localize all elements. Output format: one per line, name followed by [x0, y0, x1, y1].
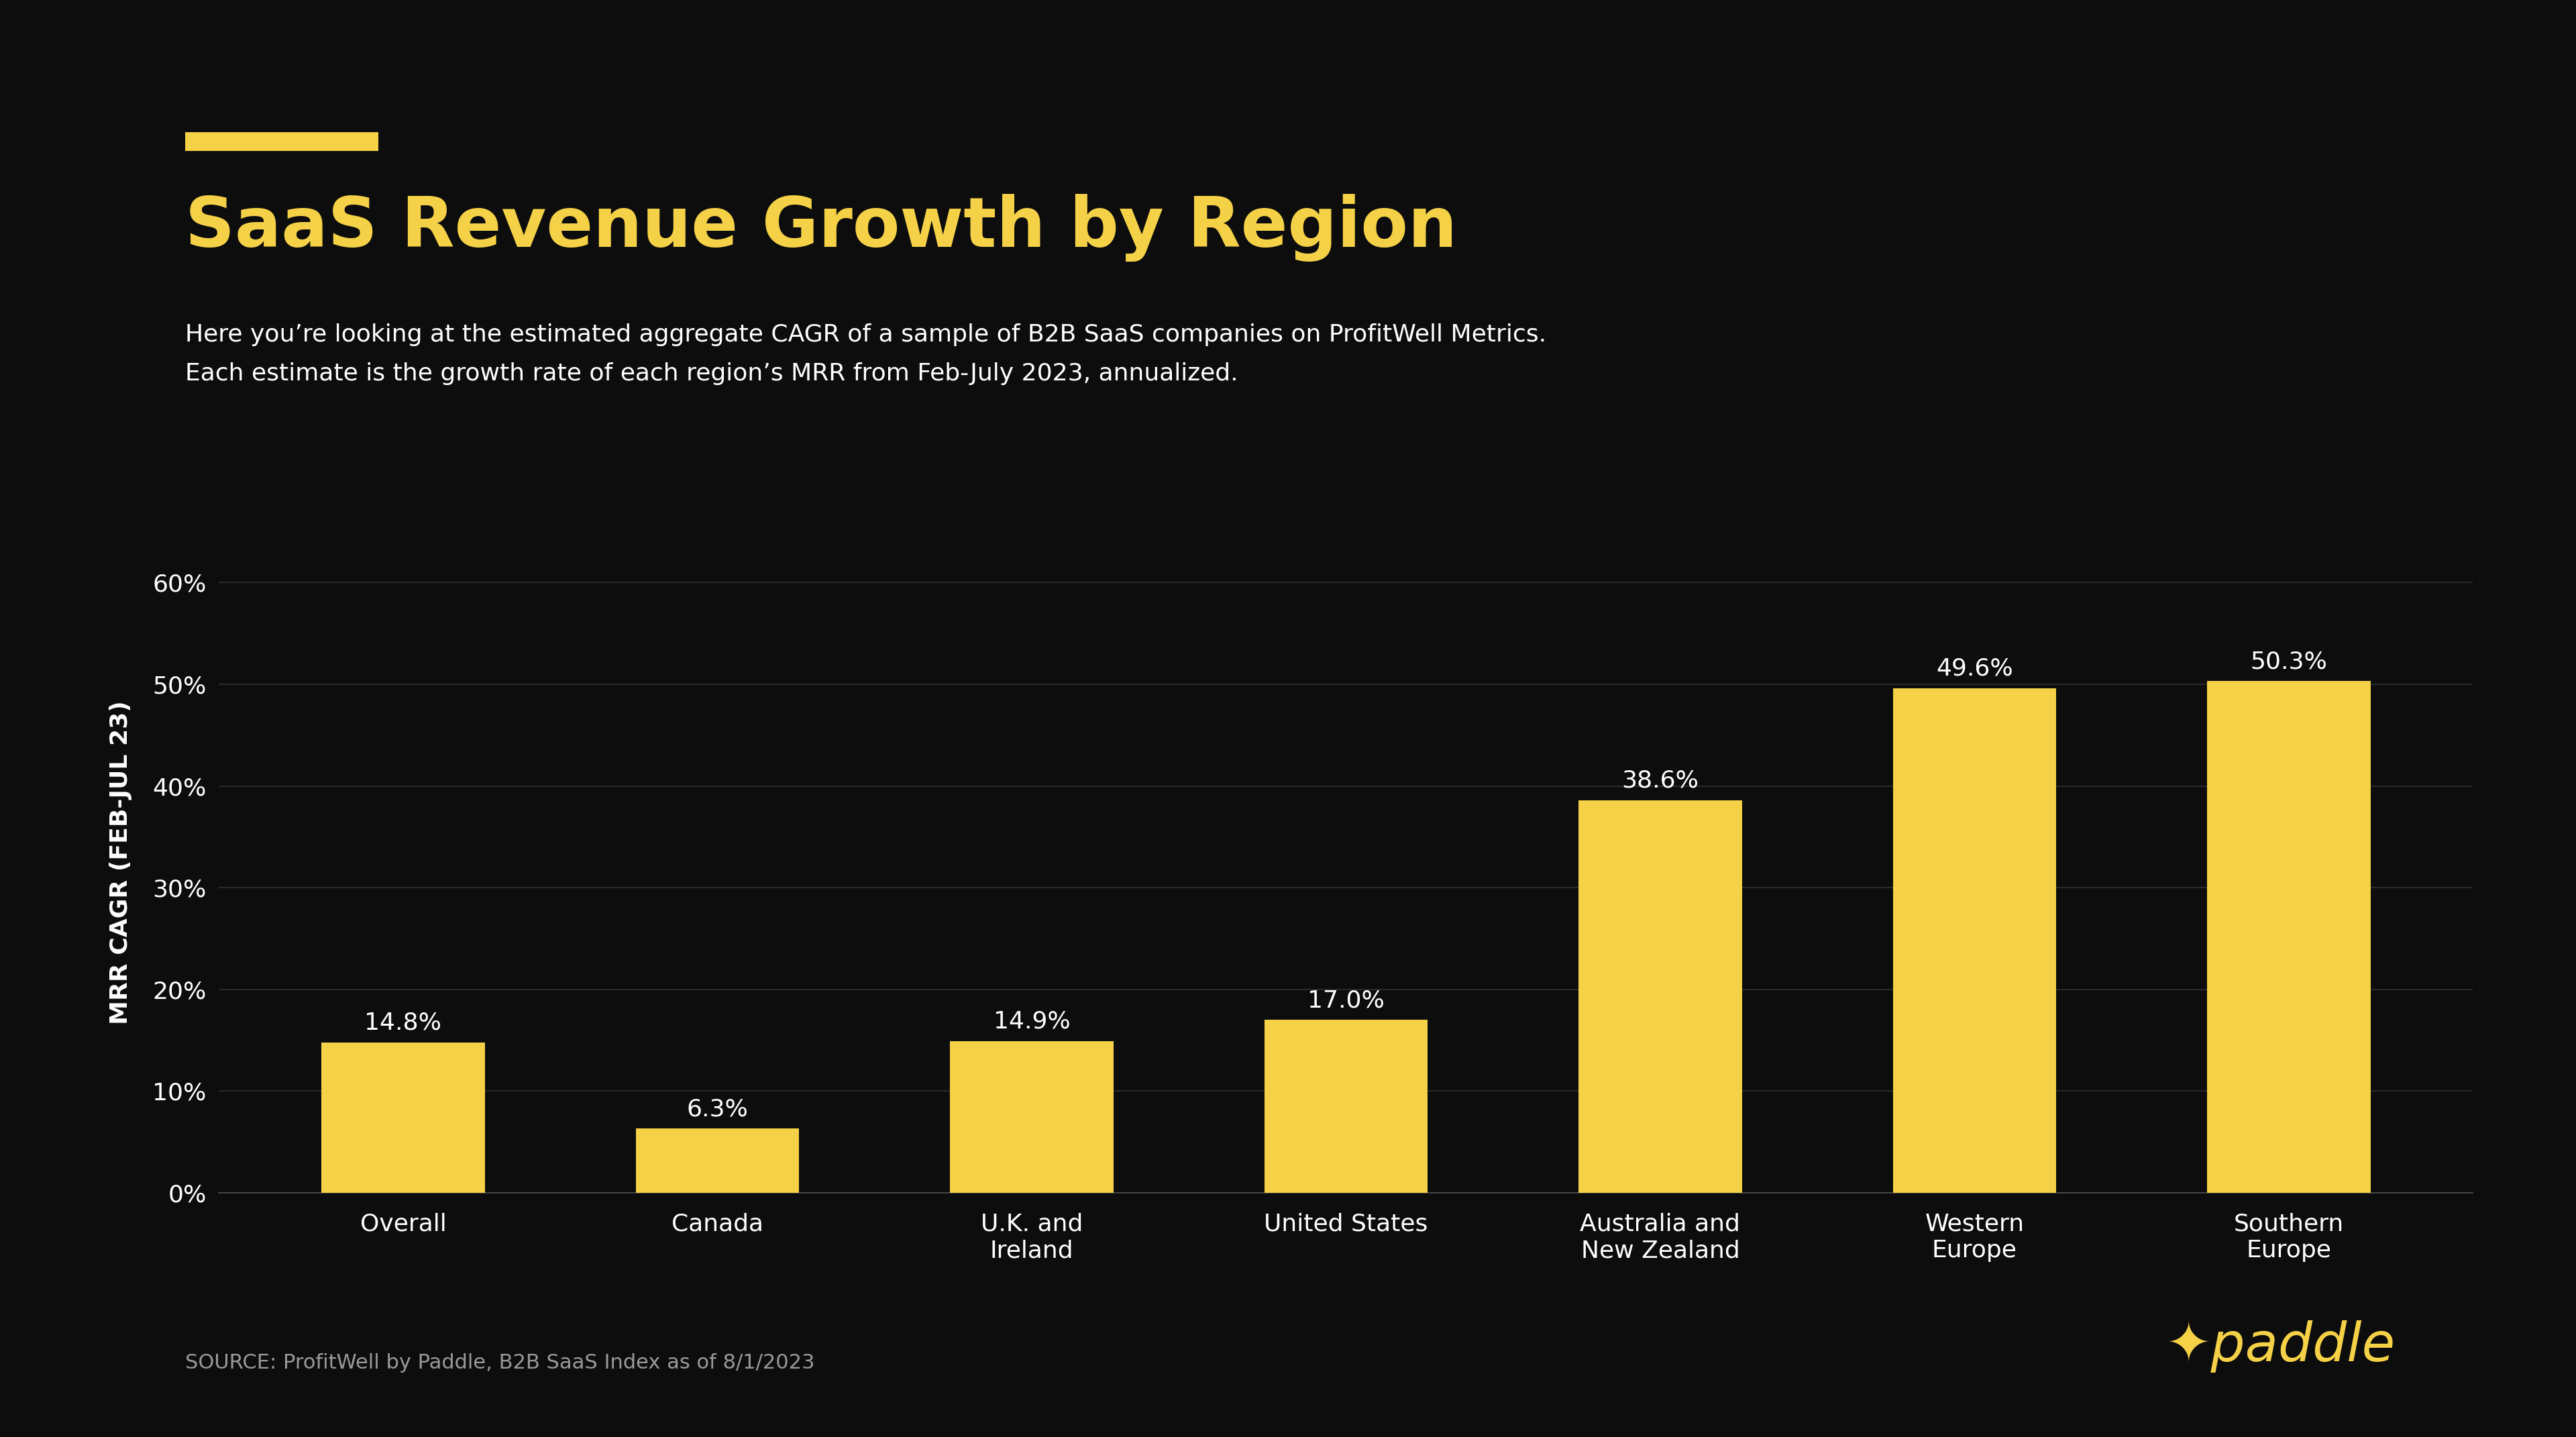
Bar — [322, 1042, 484, 1193]
Text: Each estimate is the growth rate of each region’s MRR from Feb-July 2023, annual: Each estimate is the growth rate of each… — [185, 362, 1239, 385]
Y-axis label: MRR CAGR (FEB-JUL 23): MRR CAGR (FEB-JUL 23) — [108, 700, 131, 1025]
Text: 14.9%: 14.9% — [994, 1010, 1069, 1033]
Text: Here you’re looking at the estimated aggregate CAGR of a sample of B2B SaaS comp: Here you’re looking at the estimated agg… — [185, 323, 1546, 346]
Bar — [636, 1128, 799, 1193]
Text: 50.3%: 50.3% — [2251, 650, 2326, 673]
Text: ✦paddle: ✦paddle — [2166, 1321, 2396, 1372]
Text: 14.8%: 14.8% — [366, 1012, 440, 1035]
Bar — [951, 1042, 1113, 1193]
Text: 17.0%: 17.0% — [1309, 989, 1383, 1012]
Text: 6.3%: 6.3% — [688, 1098, 747, 1121]
Bar — [1265, 1020, 1427, 1193]
Text: 49.6%: 49.6% — [1937, 657, 2012, 680]
Bar — [1893, 688, 2056, 1193]
Bar — [2208, 681, 2370, 1193]
Text: SaaS Revenue Growth by Region: SaaS Revenue Growth by Region — [185, 194, 1458, 262]
Bar — [1579, 800, 1741, 1193]
Text: 38.6%: 38.6% — [1623, 769, 1698, 792]
Text: SOURCE: ProfitWell by Paddle, B2B SaaS Index as of 8/1/2023: SOURCE: ProfitWell by Paddle, B2B SaaS I… — [185, 1352, 814, 1372]
